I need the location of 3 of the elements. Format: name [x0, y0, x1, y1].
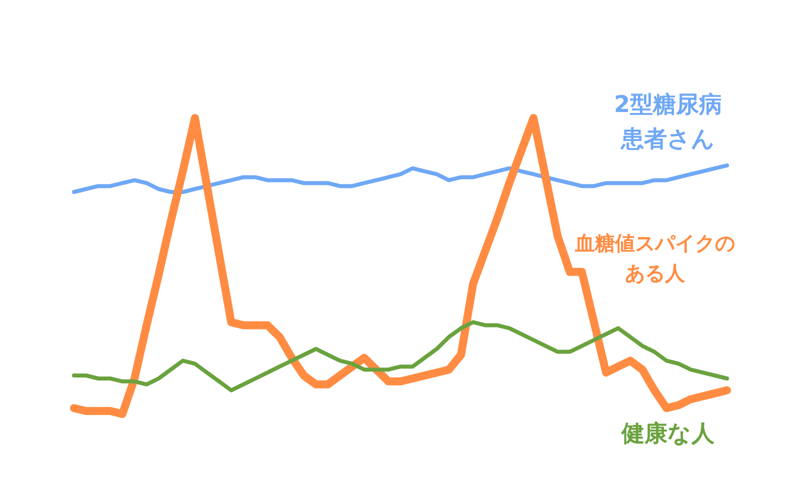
series-label: 血糖値スパイクのある人	[574, 231, 735, 285]
series-label: 健康な人	[620, 420, 716, 447]
series-label: 2型糖尿病患者さん	[614, 92, 722, 152]
